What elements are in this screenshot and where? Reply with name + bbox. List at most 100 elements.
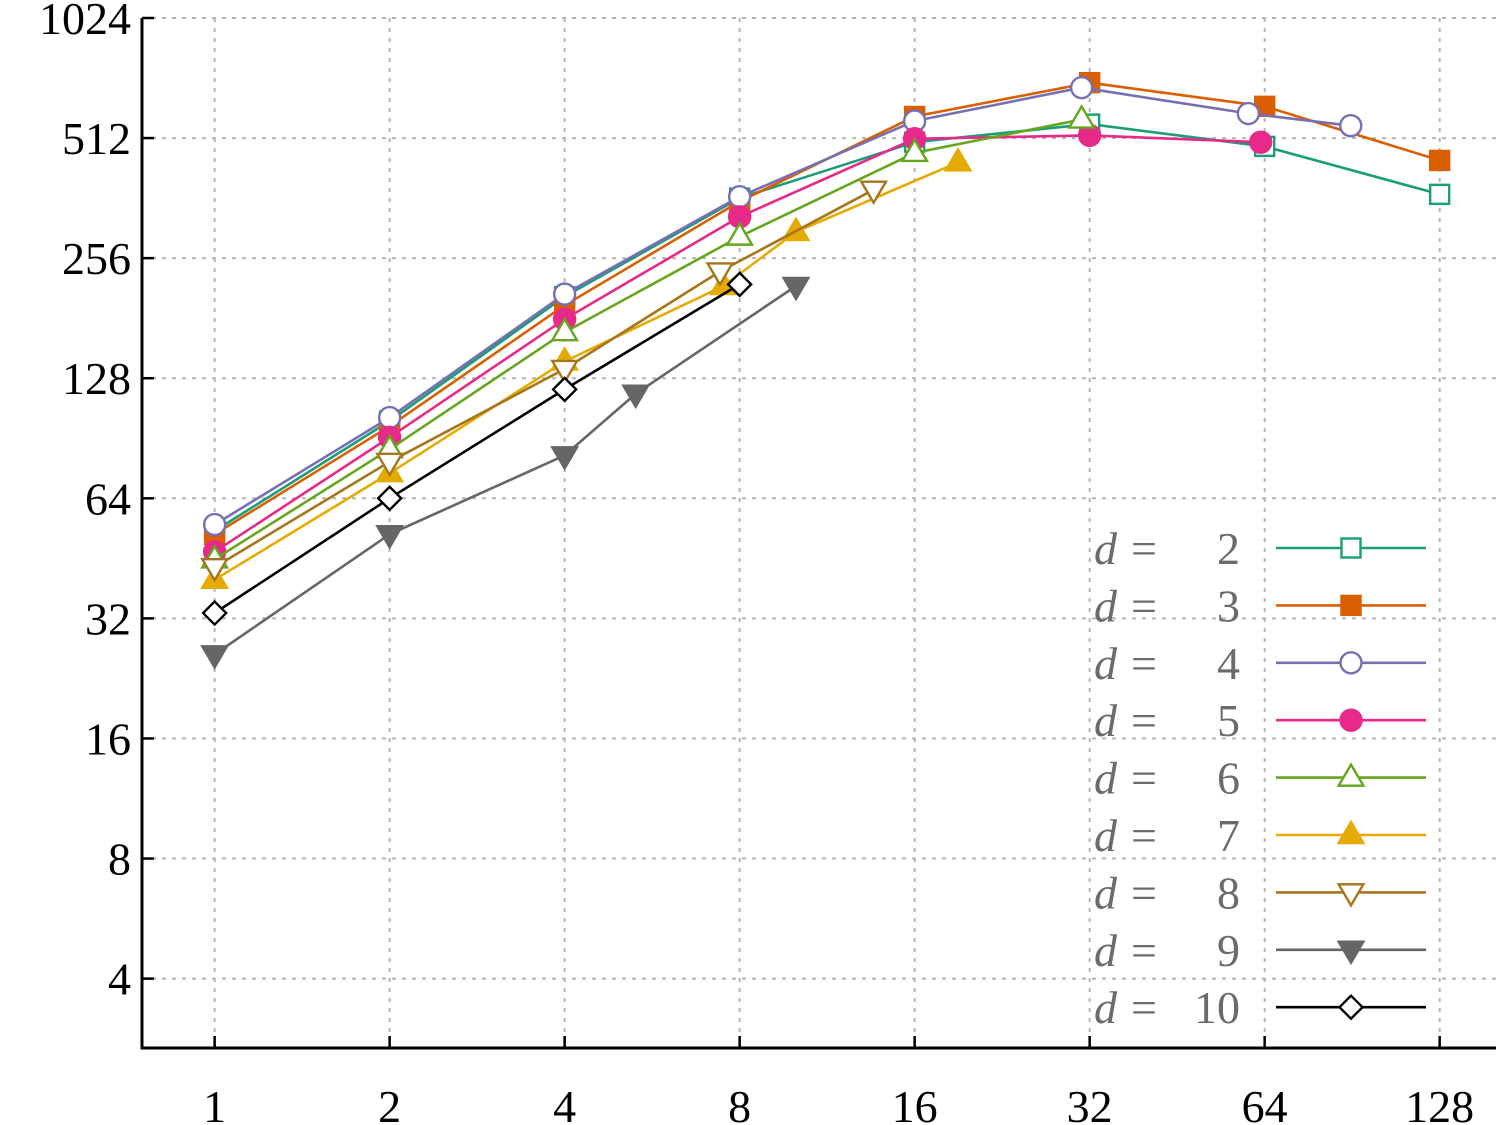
legend-value: 7: [1217, 810, 1240, 861]
legend-marker: [1336, 940, 1366, 966]
data-point: [550, 316, 580, 342]
data-point: [859, 180, 889, 206]
data-point: [705, 262, 735, 287]
legend-value: 5: [1217, 695, 1240, 746]
x-tick-label: 8: [728, 1081, 751, 1125]
data-point: [621, 384, 651, 410]
legend-entry: d = 3: [1094, 580, 1426, 631]
series-line: [213, 283, 741, 615]
data-point: [727, 185, 752, 209]
series-line: [213, 161, 959, 581]
legend-equals: =: [1131, 982, 1157, 1033]
y-tick-label: 16: [85, 713, 131, 764]
legend-entry: d = 10: [1094, 982, 1426, 1033]
y-tick-label: 128: [62, 353, 131, 404]
y-tick-label: 256: [62, 233, 131, 284]
data-point: [377, 405, 402, 430]
legend-marker: [1336, 762, 1366, 787]
y-tick-label: 4: [108, 954, 131, 1005]
data-point: [550, 446, 580, 471]
legend-entry: d = 5: [1094, 695, 1426, 746]
data-point: [551, 376, 578, 403]
plot-area: [200, 71, 1451, 670]
y-tick-label: 512: [62, 113, 131, 164]
data-point: [943, 147, 973, 172]
legend-var: d: [1094, 638, 1118, 689]
legend-equals: =: [1131, 925, 1157, 976]
data-point: [375, 525, 405, 550]
y-axis-ticks: 4 8 16 32 64 128 256 512 1024: [39, 0, 154, 1005]
legend-marker: [1340, 537, 1362, 559]
series-d-4: [202, 75, 1363, 537]
data-point: [781, 276, 811, 302]
data-point: [1428, 183, 1451, 206]
data-point: [202, 512, 227, 537]
legend-value: 9: [1217, 925, 1240, 976]
legend-value: 3: [1217, 580, 1240, 631]
data-point: [376, 485, 403, 512]
legend-var: d: [1094, 810, 1118, 861]
legend-value: 4: [1217, 638, 1240, 689]
legend-equals: =: [1131, 867, 1157, 918]
legend-equals: =: [1131, 523, 1157, 574]
series-line: [213, 86, 1351, 526]
legend-var: d: [1094, 580, 1118, 631]
series-line: [213, 118, 1082, 561]
data-point: [900, 137, 930, 163]
data-point: [725, 221, 755, 246]
legend-equals: =: [1131, 638, 1157, 689]
legend-var: d: [1094, 982, 1118, 1033]
legend-marker: [1339, 708, 1363, 732]
data-point: [200, 645, 230, 670]
legend-var: d: [1094, 867, 1118, 918]
x-axis-ticks: 1 2 4 8 16 32 64 128: [203, 1036, 1474, 1125]
legend-marker: [1337, 994, 1365, 1021]
data-point: [1067, 104, 1097, 129]
series-d-7: [200, 147, 973, 589]
legend-var: d: [1094, 753, 1118, 804]
legend-value: 8: [1217, 867, 1240, 918]
y-tick-label: 64: [85, 473, 131, 524]
legend-var: d: [1094, 695, 1118, 746]
data-point: [375, 452, 405, 478]
legend-equals: =: [1131, 580, 1157, 631]
y-tick-label: 8: [108, 834, 131, 885]
x-tick-label: 1: [203, 1081, 226, 1125]
series-d-10: [201, 271, 753, 627]
legend-entry: d = 9: [1094, 925, 1426, 976]
legend-var: d: [1094, 925, 1118, 976]
legend-entry: d = 7: [1094, 810, 1426, 861]
data-point: [201, 599, 228, 627]
legend-value: 10: [1194, 982, 1240, 1033]
legend: d = 2 d = 3 d = 4 d = 5 d = 6 d = 7 d = 8 d = 9 d = 10: [1094, 523, 1426, 1033]
legend-entry: d = 4: [1094, 638, 1426, 689]
x-tick-label: 4: [553, 1081, 576, 1125]
legend-entry: d = 2: [1094, 523, 1426, 574]
data-point: [552, 282, 577, 306]
legend-value: 2: [1217, 523, 1240, 574]
series-line: [213, 122, 1441, 533]
legend-entry: d = 6: [1094, 753, 1426, 804]
legend-equals: =: [1131, 695, 1157, 746]
series-d-9: [200, 276, 811, 670]
legend-equals: =: [1131, 810, 1157, 861]
x-tick-label: 16: [892, 1081, 938, 1125]
data-point: [550, 359, 580, 385]
data-point: [726, 271, 753, 298]
x-tick-label: 32: [1067, 1081, 1113, 1125]
data-point: [1236, 101, 1261, 126]
data-point: [1248, 130, 1273, 154]
x-tick-label: 2: [378, 1081, 401, 1125]
legend-var: d: [1094, 523, 1118, 574]
data-point: [1069, 75, 1094, 100]
data-point: [1339, 113, 1363, 138]
data-point: [200, 557, 230, 583]
y-tick-label: 1024: [39, 0, 131, 44]
legend-marker: [1339, 651, 1363, 675]
x-tick-label: 128: [1405, 1081, 1474, 1125]
series-d-8: [200, 180, 889, 583]
legend-marker: [1336, 883, 1366, 908]
legend-value: 6: [1217, 753, 1240, 804]
data-point: [1428, 149, 1451, 172]
